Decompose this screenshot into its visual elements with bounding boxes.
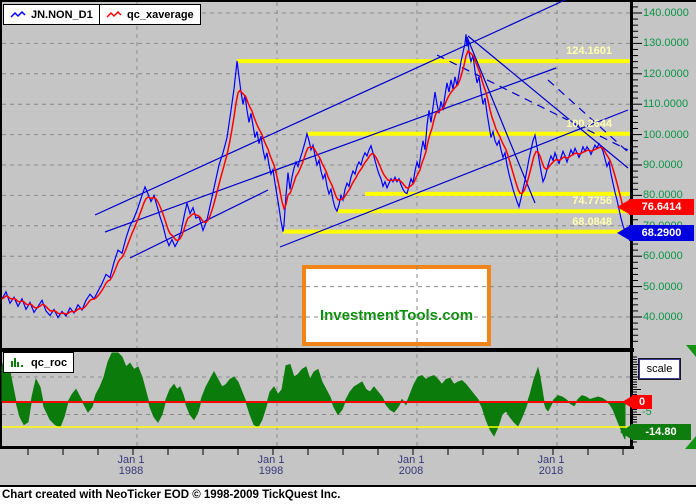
roc-axis-label-neg5: -5 <box>642 406 652 418</box>
trendline[interactable] <box>466 36 536 204</box>
date-label: Jan 1 2018 <box>537 454 565 477</box>
roc-area-series[interactable] <box>1 352 626 440</box>
price-axis-label: 130.0000 <box>643 37 689 50</box>
legend-roc[interactable]: qc_roc <box>3 352 75 373</box>
price-axis-label: 40.0000 <box>643 311 683 323</box>
level-label: 124.1601 <box>566 45 612 58</box>
trendline[interactable] <box>104 67 557 233</box>
price-axis-label: 110.0000 <box>643 98 689 111</box>
price-value-box: 68.2900 <box>629 225 694 241</box>
trendline[interactable] <box>279 109 629 248</box>
footer-bar: Chart created with NeoTicker EOD © 1998-… <box>0 487 696 504</box>
line-icon-blue <box>10 10 26 20</box>
roc-bottom-border <box>0 446 634 449</box>
roc-value-arrow <box>620 425 631 439</box>
average-line-series[interactable] <box>1 49 625 315</box>
panel-divider[interactable] <box>0 348 634 352</box>
left-border <box>0 0 2 449</box>
panel-resize-arrow-bottom[interactable] <box>685 436 696 449</box>
panel-resize-arrow-top[interactable] <box>686 345 696 357</box>
legend-price-series[interactable]: JN.NON_D1 <box>3 4 100 25</box>
price-axis-label: 50.0000 <box>643 280 683 293</box>
histogram-icon <box>10 357 26 368</box>
roc-zero-arrow <box>622 396 632 408</box>
level-label: 100.2644 <box>566 117 612 130</box>
price-value-text: 68.2900 <box>641 227 682 239</box>
roc-value-box: -14.80 <box>631 424 691 440</box>
trendline[interactable] <box>129 189 269 259</box>
date-label: Jan 1 1998 <box>257 454 285 477</box>
legend-average[interactable]: qc_xaverage <box>99 4 201 25</box>
price-axis-label: 120.0000 <box>643 67 689 80</box>
price-axis-label: 80.0000 <box>643 189 683 202</box>
average-value-arrow <box>617 200 629 214</box>
average-value-box: 76.6414 <box>629 199 694 215</box>
price-axis-label: 60.0000 <box>643 250 683 263</box>
average-value-text: 76.6414 <box>641 201 682 213</box>
trendline[interactable] <box>547 79 629 153</box>
trendline[interactable] <box>94 0 566 216</box>
line-icon-red <box>106 10 122 20</box>
date-label: Jan 1 1988 <box>117 454 145 477</box>
top-border <box>0 0 696 2</box>
roc-zero-text: 0 <box>638 396 646 408</box>
price-value-arrow <box>617 226 629 240</box>
level-label: 74.7756 <box>572 195 612 208</box>
roc-value-text: -14.80 <box>645 426 677 438</box>
scale-button[interactable]: scale <box>638 358 681 380</box>
scale-button-label: scale <box>646 363 673 375</box>
legend-roc-label: qc_roc <box>31 356 68 369</box>
trendline[interactable] <box>436 54 629 151</box>
legend-average-label: qc_xaverage <box>127 8 194 21</box>
watermark-box: InvestmentTools.com <box>302 265 491 346</box>
date-label: Jan 1 2008 <box>397 454 425 477</box>
price-axis-label: 100.0000 <box>643 128 689 141</box>
price-axis-label: 140.0000 <box>643 7 689 19</box>
copyright-text: Chart created with NeoTicker EOD © 1998-… <box>2 489 341 501</box>
price-axis-label: 90.0000 <box>643 159 683 171</box>
level-label: 68.0848 <box>572 215 612 228</box>
plot-area[interactable] <box>0 0 696 487</box>
trendline[interactable] <box>467 35 629 169</box>
legend-price-label: JN.NON_D1 <box>31 8 93 21</box>
footer-separator <box>0 485 696 487</box>
roc-zero-box: 0 <box>632 395 652 409</box>
watermark-text: InvestmentTools.com <box>319 307 474 324</box>
